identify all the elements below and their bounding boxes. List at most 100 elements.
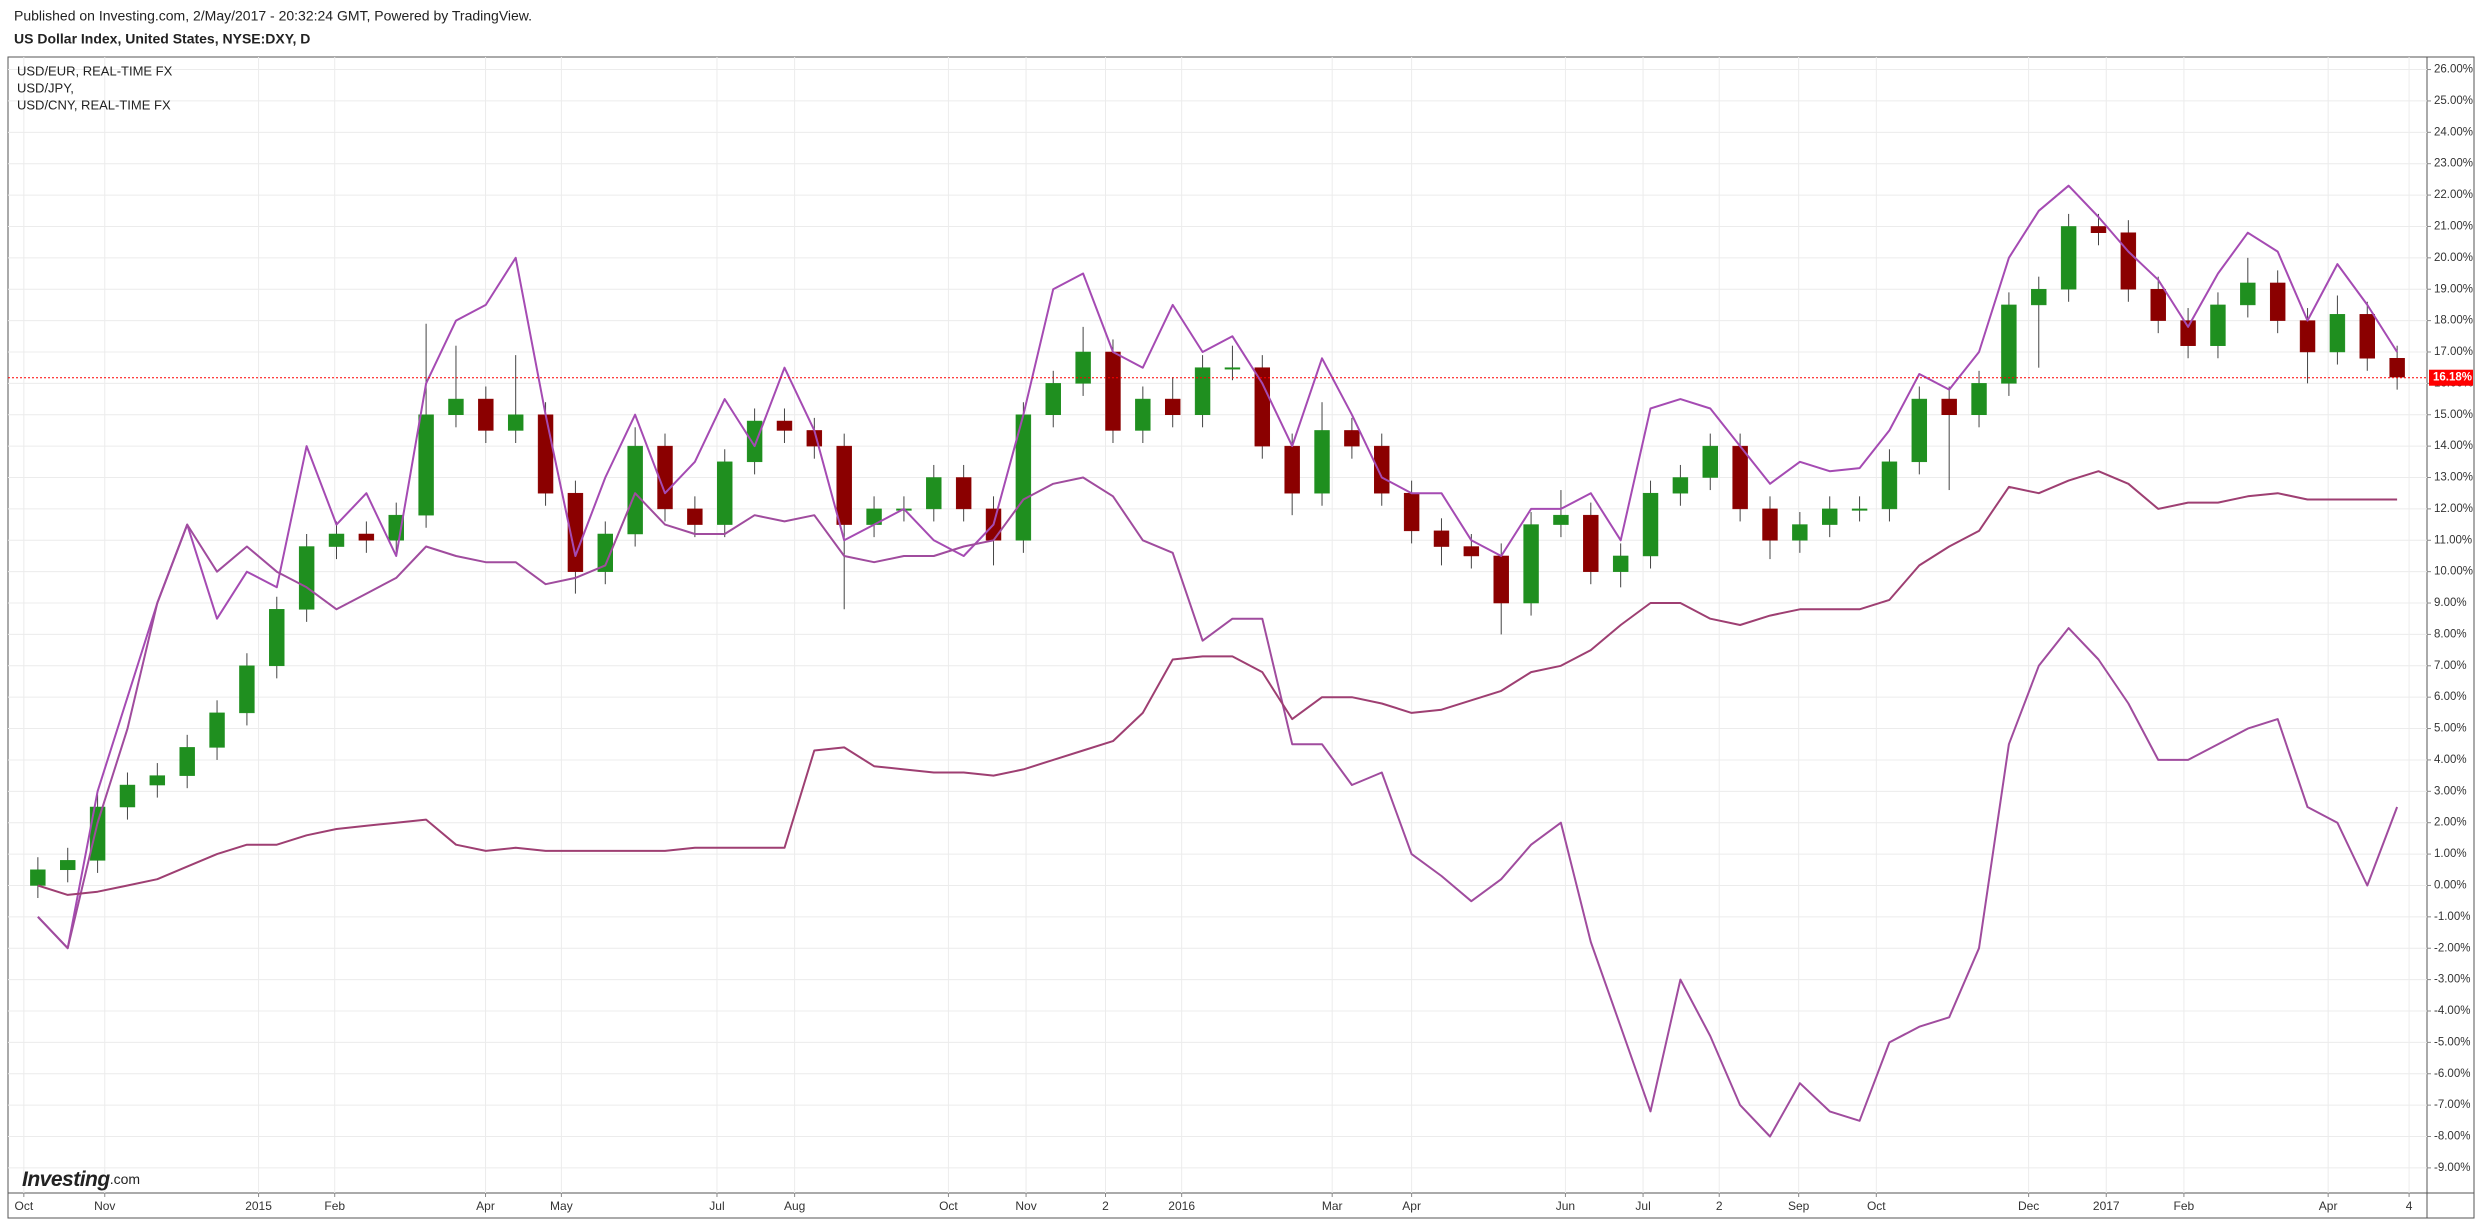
candle-body [2090,226,2107,233]
x-tick-label: Sep [1788,1199,1810,1213]
logo-suffix: .com [110,1171,140,1187]
y-tick-label: 1.00% [2434,848,2467,860]
candle-body [1135,398,1151,431]
price-label: 16.18% [2433,372,2472,384]
y-tick-label: 3.00% [2434,785,2467,797]
candle-body [1433,530,1450,547]
x-tick-label: Nov [1015,1199,1036,1213]
y-tick-label: 13.00% [2434,472,2473,484]
candle-body [149,775,166,786]
y-tick-label: 2.00% [2434,817,2467,829]
x-tick-label: Oct [939,1199,958,1213]
candle-body [1851,508,1868,511]
candle-body [1822,508,1838,525]
x-tick-label: Dec [2018,1199,2039,1213]
candle-body [1374,445,1390,494]
candle-body [478,398,494,431]
y-tick-label: 18.00% [2434,315,2473,327]
candle-body [1194,367,1211,415]
x-tick-label: Apr [1402,1199,1421,1213]
candle-body [1642,492,1659,557]
x-tick-label: Feb [324,1199,345,1213]
candle-body [209,712,225,748]
header: Published on Investing.com, 2/May/2017 -… [14,8,532,24]
y-tick-label: 5.00% [2434,723,2467,735]
candle-body [328,533,345,547]
y-tick-label: -6.00% [2434,1068,2470,1080]
x-tick-label: 2 [1716,1199,1723,1213]
y-tick-label: 19.00% [2434,283,2473,295]
candle-body [1911,398,1928,463]
candle-body [2329,314,2346,353]
candle-body [358,533,375,541]
candle-body [1941,398,1957,415]
x-tick-label: 2 [1102,1199,1109,1213]
candle-body [1344,430,1360,447]
candle-body [1702,445,1718,478]
candle-body [597,533,613,572]
logo-brand: Investing [22,1168,110,1191]
candle-body [2031,288,2047,306]
x-tick-label: 2017 [2093,1199,2120,1213]
candle-body [269,609,285,667]
candle-body [1105,351,1121,431]
legend-entry: USD/CNY, REAL-TIME FX [17,97,171,112]
candle-body [1403,492,1420,532]
candle-body [2001,304,2017,384]
x-tick-label: Feb [2174,1199,2195,1213]
candle-body [1881,461,1898,510]
y-tick-label: 12.00% [2434,503,2473,515]
y-tick-label: 20.00% [2434,252,2473,264]
candle-body [2150,288,2166,321]
candle-body [926,477,942,510]
labels: USD/EUR, REAL-TIME FX USD/JPY, USD/CNY, … [14,63,2473,1213]
candle-body [60,860,76,871]
candle-body [746,420,763,463]
candle-body [1045,383,1061,415]
candle-body [1792,524,1808,541]
x-tick-label: Oct [1867,1199,1886,1213]
legend-entry: USD/EUR, REAL-TIME FX [17,63,173,78]
candle-body [418,414,434,516]
x-tick-label: 4 [2406,1199,2413,1213]
y-tick-label: -1.00% [2434,911,2470,923]
y-tick-label: -8.00% [2434,1131,2470,1143]
candle-body [1553,514,1569,525]
candle-body [1583,514,1599,572]
price-label-box [2429,369,2473,386]
candle-body [1075,351,1091,384]
candle-body [2120,232,2137,290]
legend-entry: USD/JPY, [17,80,74,95]
x-tick-label: 2015 [245,1199,272,1213]
candle-body [1612,555,1629,572]
y-tick-label: 26.00% [2434,64,2473,76]
y-tick-label: -5.00% [2434,1036,2470,1048]
candle-body [1762,508,1778,541]
candle-body [179,747,195,776]
candle-body [717,461,733,525]
y-tick-label: -4.00% [2434,1005,2470,1017]
x-tick-label: Jun [1556,1199,1575,1213]
candle-body [776,420,793,431]
candle-body [1284,445,1300,494]
candle-body [687,508,703,525]
y-tick-label: 0.00% [2434,879,2467,891]
candle-body [1164,398,1181,415]
marks [8,184,2427,1138]
y-tick-label: 8.00% [2434,628,2467,640]
y-tick-label: 22.00% [2434,189,2473,201]
x-tick-label: Nov [94,1199,115,1213]
x-tick-label: Aug [784,1199,805,1213]
x-tick-label: Jul [1635,1199,1650,1213]
y-tick-label: 6.00% [2434,691,2467,703]
x-tick-label: Apr [2319,1199,2338,1213]
y-tick-label: 15.00% [2434,409,2473,421]
candle-body [119,784,136,808]
y-tick-label: -7.00% [2434,1099,2470,1111]
candle-body [30,869,46,886]
y-tick-label: 25.00% [2434,95,2473,107]
candle-body [2299,320,2316,353]
y-tick-label: -3.00% [2434,974,2470,986]
candle-body [448,398,464,415]
